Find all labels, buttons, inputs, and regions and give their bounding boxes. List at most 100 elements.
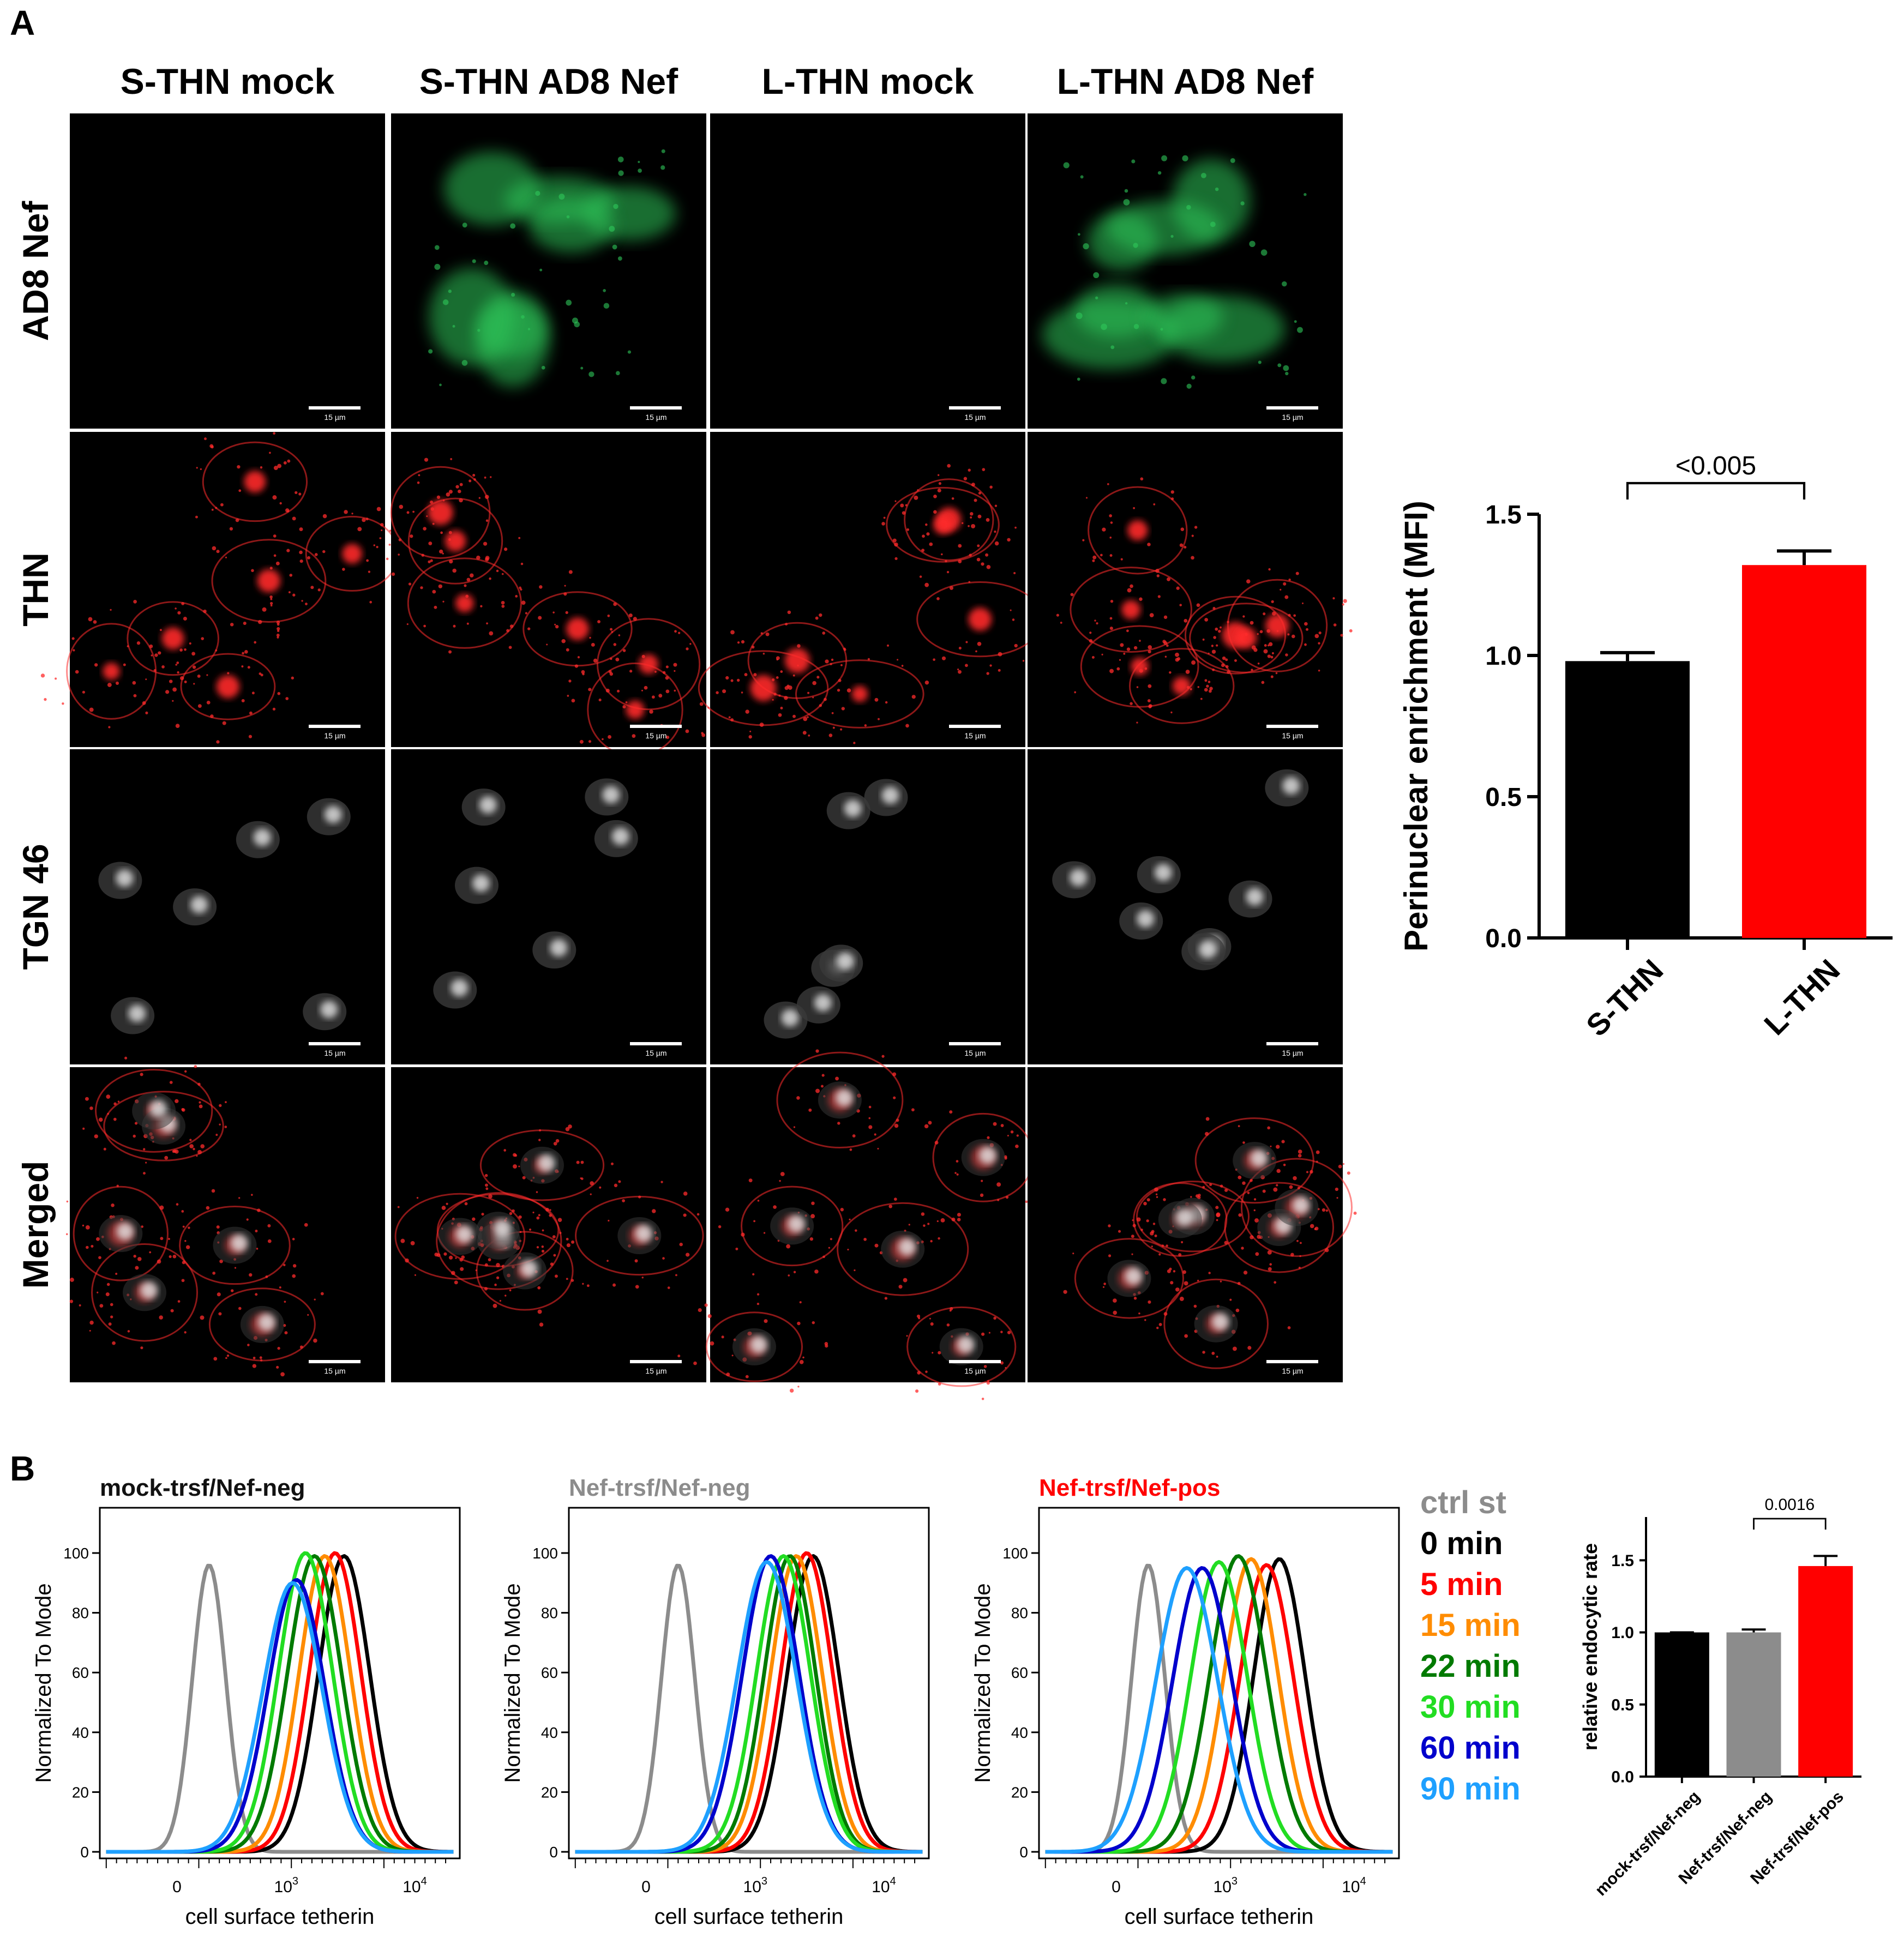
tetherin-punctum [1253,1209,1256,1212]
tetherin-punctum [1136,1217,1141,1222]
tetherin-punctum [230,623,234,627]
y-tick-label: 0.5 [1485,783,1522,812]
tetherin-punctum [287,510,290,513]
tetherin-punctum [273,534,277,538]
tetherin-punctum [654,671,657,673]
cell-outline [904,478,994,561]
golgi-signal [451,979,469,997]
golgi-signal [479,796,497,814]
tetherin-punctum [484,1173,488,1177]
tetherin-punctum [536,1191,538,1193]
tetherin-punctum [1012,618,1015,621]
tetherin-punctum [897,659,899,661]
nef-signal [1106,201,1222,255]
histogram-title: mock-trsf/Nef-neg [100,1474,305,1501]
nef-speck [510,223,516,229]
tetherin-punctum [454,1280,458,1285]
tetherin-punctum [1151,1230,1155,1233]
tetherin-punctum [588,740,592,743]
tetherin-punctum [965,641,968,643]
tetherin-punctum [199,1101,201,1104]
micrograph-cell: 15 µm [391,749,706,1064]
tetherin-punctum [958,670,962,674]
cell-outline [837,1202,969,1296]
tetherin-punctum [1270,1145,1272,1147]
tetherin-punctum [1100,553,1103,557]
tetherin-punctum [386,557,389,561]
tetherin-punctum [605,688,610,693]
tetherin-punctum [730,718,734,722]
micrograph-background [391,113,706,429]
tetherin-punctum [824,1341,828,1346]
legend-entry: 30 min [1420,1689,1521,1725]
tetherin-punctum [1089,631,1092,634]
tetherin-punctum [1110,521,1113,524]
nef-speck [434,263,441,270]
legend-entry: 90 min [1420,1771,1521,1807]
tetherin-punctum [322,514,327,519]
tetherin-punctum [177,671,179,674]
tetherin-punctum [971,523,976,528]
tetherin-punctum [908,1224,910,1226]
tetherin-punctum [726,1373,730,1376]
nef-speck [603,303,610,309]
tetherin-punctum [201,637,205,640]
tetherin-punctum [216,1225,220,1229]
tetherin-punctum [965,664,968,667]
tetherin-punctum [849,1148,852,1151]
tetherin-punctum [484,1183,488,1187]
tetherin-punctum [993,1122,997,1126]
tetherin-punctum [216,740,220,744]
tetherin-punctum [1007,1135,1009,1137]
tetherin-punctum [1158,1253,1161,1256]
cell-outline [436,1192,562,1290]
tetherin-punctum [1096,622,1098,625]
row-label: TGN 46 [15,844,56,970]
tetherin-punctum [219,1259,223,1263]
column-header: L-THN mock [762,61,974,101]
tetherin-punctum [994,530,996,533]
tetherin-punctum [1287,1326,1291,1329]
micrograph-cell: 15 µm [710,113,1025,429]
tetherin-punctum [397,1206,400,1208]
tetherin-punctum [1147,699,1151,702]
tetherin-punctum [94,663,98,667]
y-tick-label: 60 [72,1664,89,1681]
tetherin-punctum [1276,630,1279,632]
tetherin-punctum [793,1271,796,1273]
tetherin-punctum [612,1283,616,1287]
micrograph-cell: 15 µm [1028,749,1343,1064]
tetherin-punctum [1220,626,1222,629]
tetherin-punctum [532,1211,534,1214]
golgi-signal [837,952,855,970]
tetherin-punctum [452,568,457,573]
tetherin-punctum [1155,1193,1158,1195]
tetherin-punctum [1225,665,1229,669]
tetherin-punctum [1289,1185,1293,1189]
tetherin-focus [257,569,281,593]
tetherin-punctum [667,1286,670,1289]
tetherin-punctum [814,1269,819,1274]
tetherin-punctum [887,644,890,647]
y-tick-label: 0 [549,1844,558,1861]
tetherin-punctum [478,497,481,499]
tetherin-punctum [1005,1196,1009,1199]
tetherin-punctum [472,1217,476,1221]
tetherin-punctum [1000,1124,1004,1127]
tetherin-punctum [831,712,834,714]
nef-speck [1157,171,1162,175]
nef-speck [428,349,433,354]
tetherin-punctum [1166,644,1169,647]
tetherin-punctum [615,657,620,661]
tetherin-punctum [519,586,521,589]
tetherin-punctum [840,1207,844,1212]
micrograph-cell: 15 µm [65,1056,385,1382]
panel-a-label: A [10,3,35,43]
tetherin-punctum [1220,1184,1223,1188]
tetherin-punctum [110,1315,113,1319]
tetherin-punctum [611,631,614,633]
tetherin-punctum [1268,568,1271,571]
micrograph-background [710,432,1025,747]
golgi-signal [253,828,271,846]
tetherin-punctum [408,582,412,586]
